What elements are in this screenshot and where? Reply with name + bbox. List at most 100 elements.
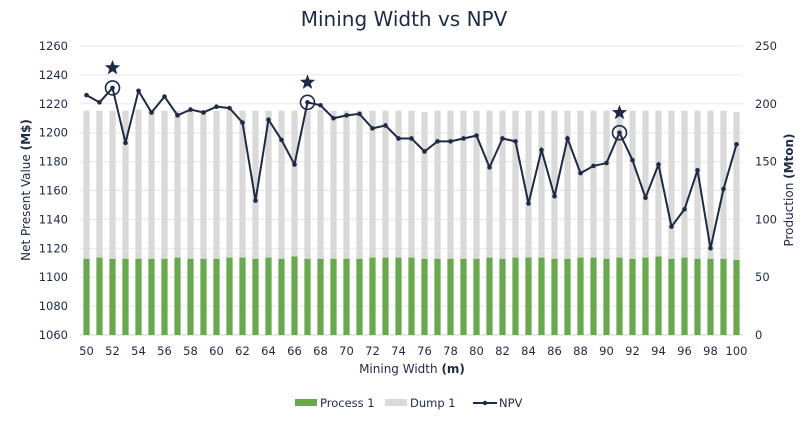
npv-point (84, 92, 89, 98)
bar-dump-1 (421, 111, 428, 259)
legend-label-npv: NPV (499, 396, 523, 410)
x-tick-label: 88 (573, 344, 588, 358)
bar-process-1 (291, 256, 298, 335)
bar-dump-1 (304, 110, 311, 259)
bar-process-1 (356, 258, 363, 335)
npv-point (240, 120, 245, 125)
y-left-tick-label: 1180 (39, 155, 68, 169)
bar-process-1 (473, 258, 480, 335)
bar-dump-1 (96, 110, 103, 258)
npv-point (344, 113, 349, 118)
npv-point (682, 206, 687, 212)
bar-process-1 (512, 257, 519, 335)
npv-point (721, 186, 726, 192)
npv-point (578, 170, 583, 176)
bar-process-1 (603, 258, 610, 335)
y-left-tick-label: 1200 (39, 126, 68, 140)
x-tick-label: 100 (726, 344, 748, 358)
star-icon (611, 104, 628, 120)
npv-point (513, 139, 518, 144)
bar-process-1 (590, 257, 597, 335)
y-right-tick-label: 0 (755, 328, 762, 342)
x-tick-label: 50 (79, 344, 94, 358)
x-tick-label: 98 (703, 344, 718, 358)
bar-process-1 (343, 258, 350, 335)
npv-point (643, 195, 648, 201)
highlight-circle (611, 124, 628, 141)
npv-point (396, 136, 401, 141)
npv-point (136, 88, 141, 94)
npv-point (630, 157, 635, 163)
npv-point (552, 193, 557, 199)
bar-dump-1 (694, 110, 701, 259)
x-tick-label: 82 (495, 344, 510, 358)
bar-dump-1 (564, 110, 571, 259)
npv-point (500, 136, 505, 141)
bar-process-1 (694, 258, 701, 335)
bar-dump-1 (330, 110, 337, 259)
x-tick-label: 80 (469, 344, 484, 358)
bar-dump-1 (447, 110, 454, 259)
y-left-tick-label: 1240 (39, 68, 68, 82)
bar-process-1 (629, 258, 636, 335)
bar-dump-1 (109, 110, 116, 259)
bar-process-1 (252, 258, 259, 335)
bar-process-1 (408, 257, 415, 335)
npv-point (292, 162, 297, 167)
y-left-tick-label: 1160 (39, 184, 68, 198)
x-tick-label: 70 (339, 344, 354, 358)
npv-point (422, 149, 427, 154)
bar-dump-1 (187, 110, 194, 259)
npv-point (487, 165, 492, 170)
npv-point (227, 105, 232, 111)
bar-dump-1 (226, 110, 233, 258)
bar-process-1 (421, 258, 428, 335)
y-left-tick-label: 1220 (39, 97, 68, 111)
x-tick-label: 62 (235, 344, 250, 358)
bar-process-1 (499, 258, 506, 335)
bar-dump-1 (538, 110, 545, 258)
bar-dump-1 (668, 110, 675, 259)
bar-process-1 (720, 258, 727, 335)
bar-process-1 (447, 258, 454, 335)
npv-point (591, 163, 596, 169)
y-right-tick-label: 100 (755, 212, 777, 226)
y-left-tick-label: 1060 (39, 328, 68, 342)
bar-dump-1 (239, 110, 246, 258)
x-axis-label: Mining Width (m) (359, 362, 465, 376)
bar-process-1 (226, 257, 233, 335)
bar-dump-1 (655, 110, 662, 257)
bar-process-1 (96, 257, 103, 335)
bar-process-1 (330, 258, 337, 335)
x-tick-label: 54 (131, 344, 146, 358)
y-left-tick-label: 1080 (39, 299, 68, 313)
x-tick-label: 66 (287, 344, 302, 358)
bar-dump-1 (213, 110, 220, 259)
bar-dump-1 (486, 110, 493, 258)
bar-process-1 (434, 258, 441, 335)
bar-dump-1 (616, 110, 623, 258)
bar-process-1 (395, 257, 402, 335)
bar-dump-1 (343, 110, 350, 259)
bar-dump-1 (122, 110, 129, 259)
npv-point (253, 198, 258, 203)
bar-dump-1 (395, 110, 402, 258)
bar-process-1 (733, 259, 740, 335)
bar-process-1 (265, 257, 272, 335)
npv-point (695, 167, 700, 173)
bar-process-1 (668, 258, 675, 335)
x-tick-label: 94 (651, 344, 666, 358)
bar-dump-1 (83, 110, 90, 259)
npv-point (526, 201, 531, 206)
bar-process-1 (239, 257, 246, 335)
npv-point (110, 85, 115, 91)
y-axis-right-label: Production (Mton) (782, 133, 796, 246)
bar-dump-1 (200, 110, 207, 259)
bar-process-1 (174, 257, 181, 335)
bar-dump-1 (161, 110, 168, 259)
npv-point (409, 136, 414, 141)
chart-title: Mining Width vs NPV (301, 7, 508, 31)
legend-swatch-dump (385, 399, 407, 406)
bar-dump-1 (291, 110, 298, 257)
